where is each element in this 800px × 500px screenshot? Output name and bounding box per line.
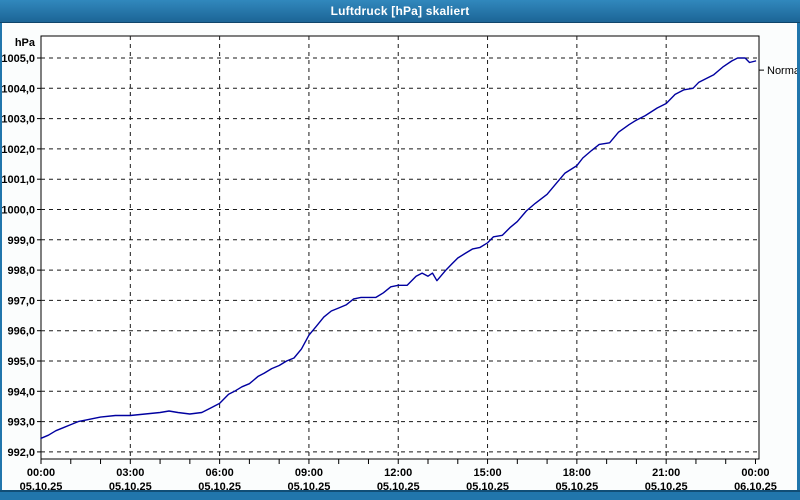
x-time-label: 00:00 xyxy=(27,467,55,479)
x-date-label: 06.10.25 xyxy=(734,481,777,490)
x-time-label: 21:00 xyxy=(652,467,680,479)
x-date-label: 05.10.25 xyxy=(377,481,420,490)
y-tick-label: 994,0 xyxy=(7,386,35,398)
chart-area: 1005,0 1004,0 1003,0 1002,0 1001,0 1000,0 999,… xyxy=(1,24,800,493)
x-date-label: 05.10.25 xyxy=(555,481,598,490)
x-date-label: 05.10.25 xyxy=(645,481,688,490)
x-date-label: 05.10.25 xyxy=(109,481,152,490)
x-time-label: 06:00 xyxy=(206,467,234,479)
y-tick-label: 1003,0 xyxy=(2,114,35,126)
y-tick-label: 1005,0 xyxy=(2,53,35,65)
y-tick-label: 1004,0 xyxy=(2,83,35,95)
pressure-chart: 1005,0 1004,0 1003,0 1002,0 1001,0 1000,0 999,… xyxy=(1,35,800,493)
y-tick-label: 999,0 xyxy=(7,235,35,247)
y-tick-label: 992,0 xyxy=(7,447,35,459)
x-date-label: 05.10.25 xyxy=(466,481,509,490)
y-tick-label: 1002,0 xyxy=(2,144,35,156)
x-time-label: 00:00 xyxy=(741,467,769,479)
y-tick-label: 996,0 xyxy=(7,326,35,338)
y-tick-label: 995,0 xyxy=(7,356,35,368)
x-time-label: 12:00 xyxy=(384,467,412,479)
x-time-label: 18:00 xyxy=(563,467,591,479)
plot-frame xyxy=(40,35,760,460)
x-date-label: 05.10.25 xyxy=(288,481,331,490)
y-tick-label: 993,0 xyxy=(7,417,35,429)
x-time-label: 15:00 xyxy=(473,467,501,479)
x-date-label: 05.10.25 xyxy=(20,481,63,490)
window-titlebar[interactable]: Luftdruck [hPa] skaliert xyxy=(0,0,800,23)
y-tick-label: 1000,0 xyxy=(2,205,35,217)
y-tick-label: 1001,0 xyxy=(2,174,35,186)
pressure-series-line xyxy=(40,57,757,439)
normal-annotation-label: Normal xyxy=(767,65,797,77)
x-date-label: 05.10.25 xyxy=(198,481,241,490)
window-border-left xyxy=(0,23,2,490)
y-tick-label: 997,0 xyxy=(7,295,35,307)
window-border-bottom xyxy=(0,490,800,500)
x-time-label: 03:00 xyxy=(116,467,144,479)
window-title: Luftdruck [hPa] skaliert xyxy=(330,4,470,18)
window-border-right xyxy=(797,23,800,490)
y-tick-label: 998,0 xyxy=(7,265,35,277)
y-axis-unit-label: hPa xyxy=(15,37,36,49)
x-time-label: 09:00 xyxy=(295,467,323,479)
